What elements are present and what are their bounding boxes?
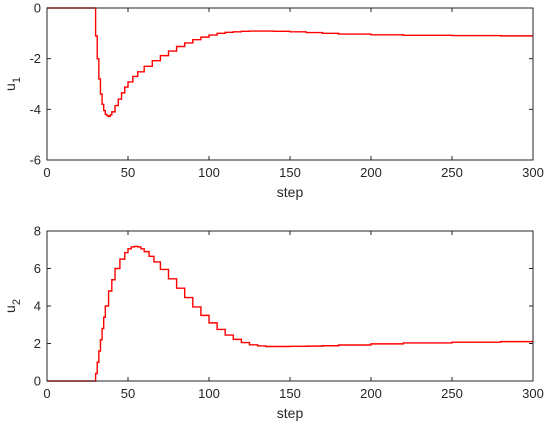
x-tick-label: 50 — [121, 386, 135, 401]
y-tick-label: 6 — [34, 261, 41, 276]
chart-u2: 0 50 100 150 200 250 300 0 2 4 6 8 step u2 — [2, 224, 544, 422]
x-axis-label: step — [277, 405, 304, 421]
y-tick-label: 2 — [34, 336, 41, 351]
y-tick-label: 4 — [34, 299, 41, 314]
series-line-u1 — [47, 7, 533, 118]
y-axis-label: u1 — [2, 77, 23, 91]
y-tick-label: 8 — [34, 224, 41, 239]
y-tick-label: -2 — [29, 51, 41, 66]
x-tick-label: 100 — [198, 165, 220, 180]
y-tick-label: 0 — [34, 1, 41, 16]
x-tick-label: 300 — [522, 165, 544, 180]
x-tick-label: 100 — [198, 386, 220, 401]
x-tick-label: 250 — [441, 165, 463, 180]
x-axis-label: step — [277, 184, 304, 200]
axes-frame — [46, 230, 534, 382]
series-line-u2 — [47, 245, 534, 382]
x-tick-label: 200 — [360, 386, 382, 401]
x-tick-label: 150 — [279, 165, 301, 180]
chart-u1: 0 50 100 150 200 250 300 -6 -4 -2 0 step u1 — [2, 1, 544, 201]
x-tick-label: 0 — [43, 386, 50, 401]
y-axis-label: u2 — [2, 299, 23, 313]
x-tick-label: 0 — [43, 165, 50, 180]
x-tick-label: 300 — [522, 386, 544, 401]
x-tick-label: 150 — [279, 386, 301, 401]
x-tick-label: 50 — [121, 165, 135, 180]
x-tick-label: 250 — [441, 386, 463, 401]
y-tick-label: -4 — [29, 102, 41, 117]
x-tick-label: 200 — [360, 165, 382, 180]
y-tick-label: -6 — [29, 153, 41, 168]
y-tick-label: 0 — [34, 374, 41, 389]
